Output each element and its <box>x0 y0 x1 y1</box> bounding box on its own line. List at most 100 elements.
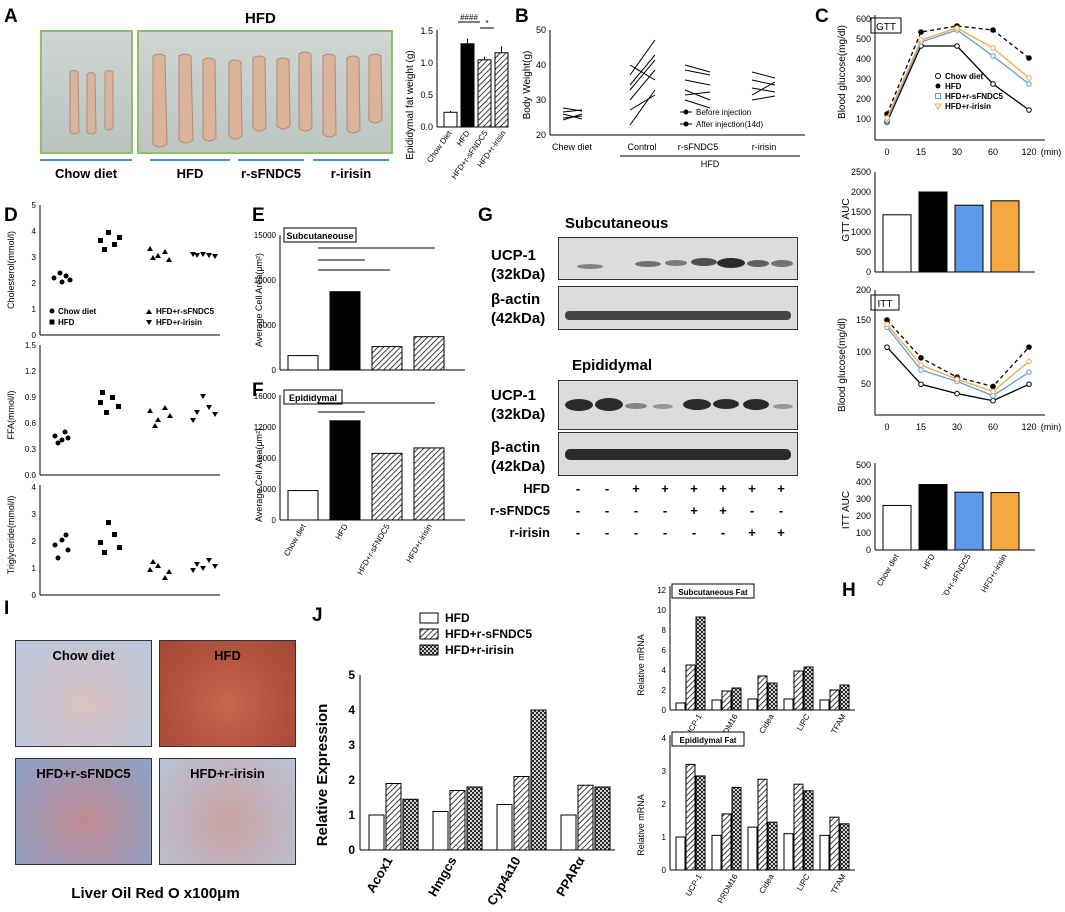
d-tg-ylabel: Triglyceride(mmol/l) <box>6 496 16 575</box>
auc-cat-3: HFD+r-irisin <box>979 553 1008 595</box>
g-ucp-label-sub: UCP-1 (32kDa) <box>491 246 545 284</box>
gauc-yt-4: 2000 <box>851 187 871 197</box>
gtt-pt-2-3 <box>990 53 996 59</box>
g-sign-2-1: - <box>605 525 609 540</box>
b-group-2: r-sFNDC5 <box>678 142 719 152</box>
c-legend-0: Chow diet <box>945 72 984 81</box>
chol-yt-3: 3 <box>32 253 37 262</box>
panel-j-chart: Relative Expression 0 1 2 3 4 5 HFD HFD+… <box>314 611 615 908</box>
itt-xt-3: 60 <box>988 422 998 432</box>
iauc-yt-5: 500 <box>856 460 871 470</box>
itt-pt-0-1 <box>918 381 924 388</box>
j-yt-1: 1 <box>348 808 355 822</box>
j-bar-3-0 <box>560 814 577 851</box>
he-bar-0-1 <box>685 763 696 871</box>
itt-yt-0: 50 <box>861 379 871 389</box>
b-ytick-1: 30 <box>536 95 546 105</box>
gtt-ytick-0: 100 <box>856 114 871 124</box>
hs-bar-2-1 <box>757 675 768 711</box>
h-sgene-2: Cidea <box>757 712 776 735</box>
g-sub-ucp-blot <box>558 237 798 280</box>
h-syt-0: 0 <box>662 706 667 715</box>
h-egene-3: LIPC <box>795 872 812 892</box>
hs-bar-4-0 <box>819 699 830 711</box>
g-sign-2-0: - <box>576 525 580 540</box>
itt-xt-0: 0 <box>884 422 889 432</box>
a-ytick-1: 0.5 <box>420 90 433 100</box>
gauc-yt-5: 2500 <box>851 167 871 177</box>
gtt-ylabel: Blood glucose(mg/dl) <box>837 25 848 119</box>
sfndc5-underline <box>238 159 304 161</box>
g-epi-ucp-blot <box>558 380 798 430</box>
panel-c-letter: C <box>815 6 829 27</box>
panel-ef-charts: Average Cell Area(μm²) Average Cell Area… <box>254 227 465 576</box>
panel-h-letter: H <box>842 580 856 601</box>
hs-bar-0-2 <box>695 616 706 711</box>
itt-pt-0-4 <box>1026 381 1032 388</box>
j-gene-0: Acox1 <box>363 854 396 895</box>
f-bar-3 <box>413 447 445 521</box>
gtt-ytick-2: 300 <box>856 74 871 84</box>
j-bar-0-1 <box>385 783 402 851</box>
hs-bar-0-1 <box>685 664 696 711</box>
g-actin-kda-2: (42kDa) <box>491 458 546 475</box>
he-bar-3-0 <box>783 833 794 871</box>
j-gene-1: Hmgcs <box>425 854 460 899</box>
e-bar-0 <box>287 355 319 371</box>
gtt-xt-2: 30 <box>952 147 962 157</box>
c-legend-3: HFD+r-irisin <box>945 102 991 111</box>
he-bar-2-1 <box>757 778 768 871</box>
f-box: Epididymal <box>289 393 337 403</box>
a-bar-0 <box>443 111 458 128</box>
gtt-pt-1-4 <box>1026 55 1032 61</box>
h-syt-3: 6 <box>662 646 667 655</box>
itt-series-2 <box>886 326 1030 397</box>
itt-title: ITT <box>878 299 893 310</box>
itt-pt-0-0 <box>884 344 890 350</box>
gauc-bar-3 <box>990 200 1020 273</box>
d-legend-2: HFD+r-sFNDC5 <box>156 307 215 316</box>
panel-a-letter: A <box>4 6 18 27</box>
gtt-xt-1: 15 <box>916 147 926 157</box>
itt-pt-3-3 <box>990 388 996 395</box>
h-syt-6: 12 <box>657 586 666 595</box>
ffa-yt-5: 1.5 <box>25 341 37 350</box>
g-ucp-label-epi: UCP-1 (32kDa) <box>491 386 545 424</box>
hs-bar-4-1 <box>829 689 840 711</box>
gtt-ytick-4: 500 <box>856 34 871 44</box>
gtt-pt-3-3 <box>990 45 996 51</box>
i-label-0: Chow diet <box>52 648 115 663</box>
oil-red-sfndc5 <box>15 758 152 865</box>
photo-label-chow: Chow diet <box>54 166 118 181</box>
g-sign-1-0: - <box>576 503 580 518</box>
a-cat-0: Chow Diet <box>425 128 454 164</box>
panel-b-chart: Body Weight(g) 20 30 40 50 Chew diet Con… <box>522 25 805 169</box>
itt-yt-1: 100 <box>856 347 871 357</box>
tg-yt-4: 4 <box>32 483 37 492</box>
g-sign-2-2: - <box>634 525 638 540</box>
d-legend-3: HFD+r-irisin <box>156 318 202 327</box>
tg-yt-1: 1 <box>32 564 37 573</box>
he-bar-2-2 <box>767 821 778 871</box>
iauc-bar-1 <box>918 484 948 551</box>
gtt-pt-3-2 <box>954 25 960 31</box>
g-sub-actin-blot <box>558 286 798 330</box>
gauc-yt-3: 1500 <box>851 207 871 217</box>
g-epi-title: Epididymal <box>572 357 653 374</box>
g-row-label-0: HFD <box>523 481 550 496</box>
gtt-pt-3-1 <box>918 37 924 43</box>
g-row-label-1: r-sFNDC5 <box>490 503 550 518</box>
itt-auc-chart: ITT AUC 0 100 200 300 400 500 Chow diet … <box>841 460 1035 595</box>
g-ucp-name: UCP-1 <box>491 247 537 264</box>
a-cat-1: HFD <box>455 129 472 148</box>
j-yt-3: 3 <box>348 738 355 752</box>
g-sign-1-1: - <box>605 503 609 518</box>
h-eyt-2: 2 <box>662 800 667 809</box>
itt-ylabel: Blood glucose(mg/dl) <box>837 318 848 412</box>
tg-yt-2: 2 <box>32 537 37 546</box>
gtt-xt-0: 0 <box>884 147 889 157</box>
j-legend-2: HFD+r-irisin <box>445 643 514 657</box>
i-label-1: HFD <box>214 648 241 663</box>
f-bar-1 <box>329 420 361 521</box>
h-syt-1: 2 <box>662 686 667 695</box>
